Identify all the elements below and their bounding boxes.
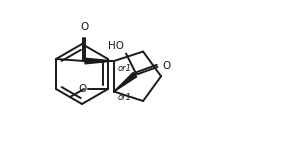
Polygon shape xyxy=(85,58,114,64)
Text: O: O xyxy=(79,84,87,94)
Text: or1: or1 xyxy=(118,64,132,73)
Text: O: O xyxy=(162,61,170,71)
Polygon shape xyxy=(114,72,137,92)
Text: or1: or1 xyxy=(118,93,132,102)
Text: HO: HO xyxy=(108,41,124,51)
Text: O: O xyxy=(80,22,88,32)
